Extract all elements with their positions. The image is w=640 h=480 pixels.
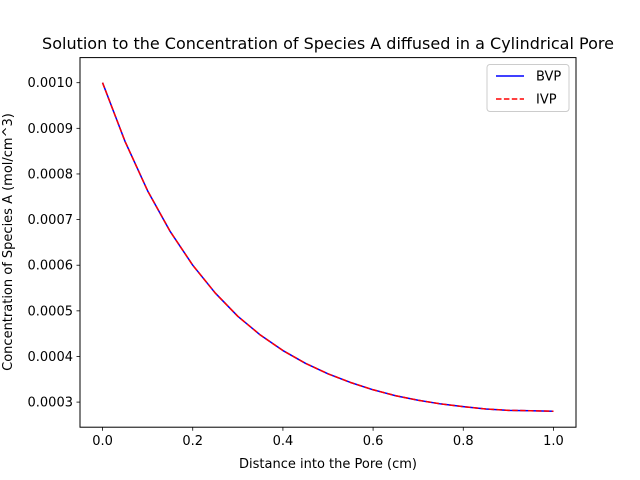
- y-axis-title: Concentration of Species A (mol/cm^3): [1, 113, 16, 371]
- y-tick-label: 0.0010: [28, 76, 74, 91]
- x-tick-label: 0.8: [453, 434, 474, 449]
- x-axis: 0.0 0.2 0.4 0.6 0.8 1.0: [92, 427, 564, 449]
- x-tick-label: 1.0: [543, 434, 564, 449]
- y-tick-label: 0.0008: [28, 167, 74, 182]
- legend-label-ivp: IVP: [536, 93, 557, 108]
- x-tick-label: 0.2: [182, 434, 203, 449]
- y-tick-label: 0.0007: [28, 213, 74, 228]
- legend-label-bvp: BVP: [536, 70, 561, 85]
- y-tick-label: 0.0003: [28, 396, 74, 411]
- series-line-bvp: [101, 82, 554, 412]
- series-layer: [101, 82, 554, 412]
- y-tick-label: 0.0005: [28, 304, 74, 319]
- x-tick-label: 0.4: [273, 434, 294, 449]
- y-tick-label: 0.0004: [28, 350, 74, 365]
- x-tick-label: 0.6: [363, 434, 384, 449]
- x-axis-title: Distance into the Pore (cm): [239, 457, 417, 472]
- x-tick-label: 0.0: [92, 434, 113, 449]
- series-line-ivp: [101, 82, 554, 412]
- chart-title: Solution to the Concentration of Species…: [42, 34, 614, 53]
- plot-frame: [79, 57, 577, 428]
- y-tick-label: 0.0009: [28, 122, 74, 137]
- legend: BVP IVP: [486, 64, 570, 112]
- y-tick-label: 0.0006: [28, 259, 74, 274]
- y-axis: 0.0003 0.0004 0.0005 0.0006 0.0007 0.0008 0.00…: [28, 76, 80, 411]
